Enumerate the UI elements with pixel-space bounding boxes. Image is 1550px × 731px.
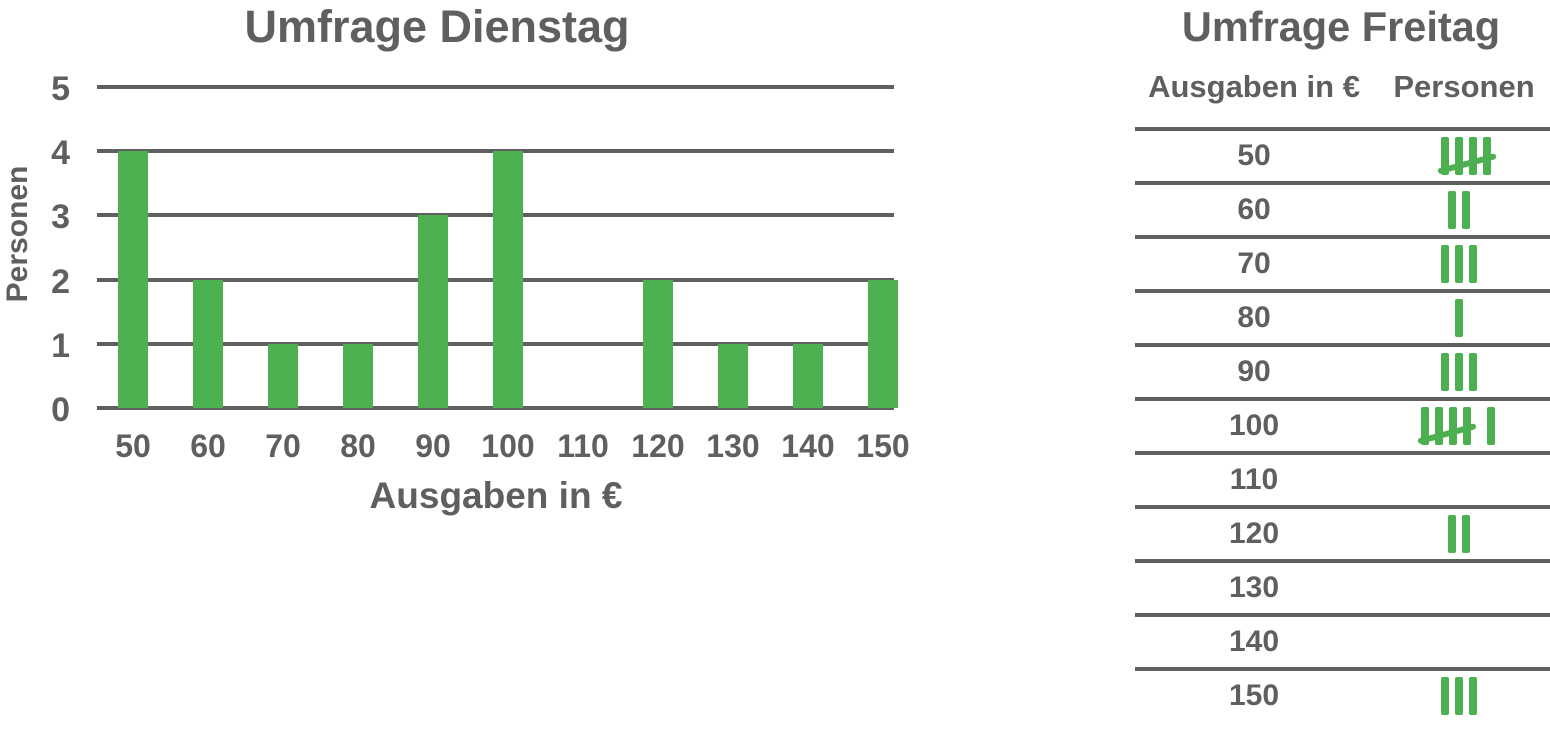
svg-text:Umfrage Freitag: Umfrage Freitag [1182, 3, 1500, 50]
svg-text:Personen: Personen [1, 166, 34, 303]
svg-text:Ausgaben in €: Ausgaben in € [1148, 69, 1360, 104]
svg-text:70: 70 [1237, 247, 1270, 280]
svg-text:150: 150 [856, 428, 909, 464]
svg-text:120: 120 [1229, 517, 1279, 550]
svg-text:Ausgaben in €: Ausgaben in € [370, 475, 623, 516]
svg-text:110: 110 [557, 428, 609, 464]
svg-text:2: 2 [51, 263, 70, 301]
svg-text:60: 60 [1237, 193, 1270, 226]
svg-text:0: 0 [51, 391, 70, 429]
svg-text:80: 80 [340, 428, 376, 464]
svg-text:130: 130 [1229, 571, 1279, 604]
svg-text:Umfrage Dienstag: Umfrage Dienstag [244, 1, 629, 52]
svg-text:90: 90 [415, 428, 451, 464]
svg-text:140: 140 [1229, 625, 1279, 658]
svg-text:90: 90 [1237, 355, 1270, 388]
svg-text:50: 50 [115, 428, 151, 464]
svg-text:3: 3 [51, 198, 70, 236]
svg-text:80: 80 [1237, 301, 1270, 334]
svg-text:50: 50 [1237, 139, 1270, 172]
svg-text:60: 60 [190, 428, 226, 464]
svg-text:150: 150 [1229, 679, 1279, 712]
svg-text:1: 1 [51, 327, 70, 365]
svg-text:110: 110 [1230, 463, 1278, 496]
svg-text:140: 140 [781, 428, 834, 464]
svg-text:130: 130 [706, 428, 759, 464]
svg-text:5: 5 [51, 70, 70, 108]
svg-text:70: 70 [265, 428, 301, 464]
svg-text:100: 100 [1229, 409, 1279, 442]
svg-text:120: 120 [631, 428, 684, 464]
svg-text:4: 4 [51, 134, 70, 172]
svg-text:Personen: Personen [1393, 69, 1534, 104]
svg-text:100: 100 [481, 428, 534, 464]
